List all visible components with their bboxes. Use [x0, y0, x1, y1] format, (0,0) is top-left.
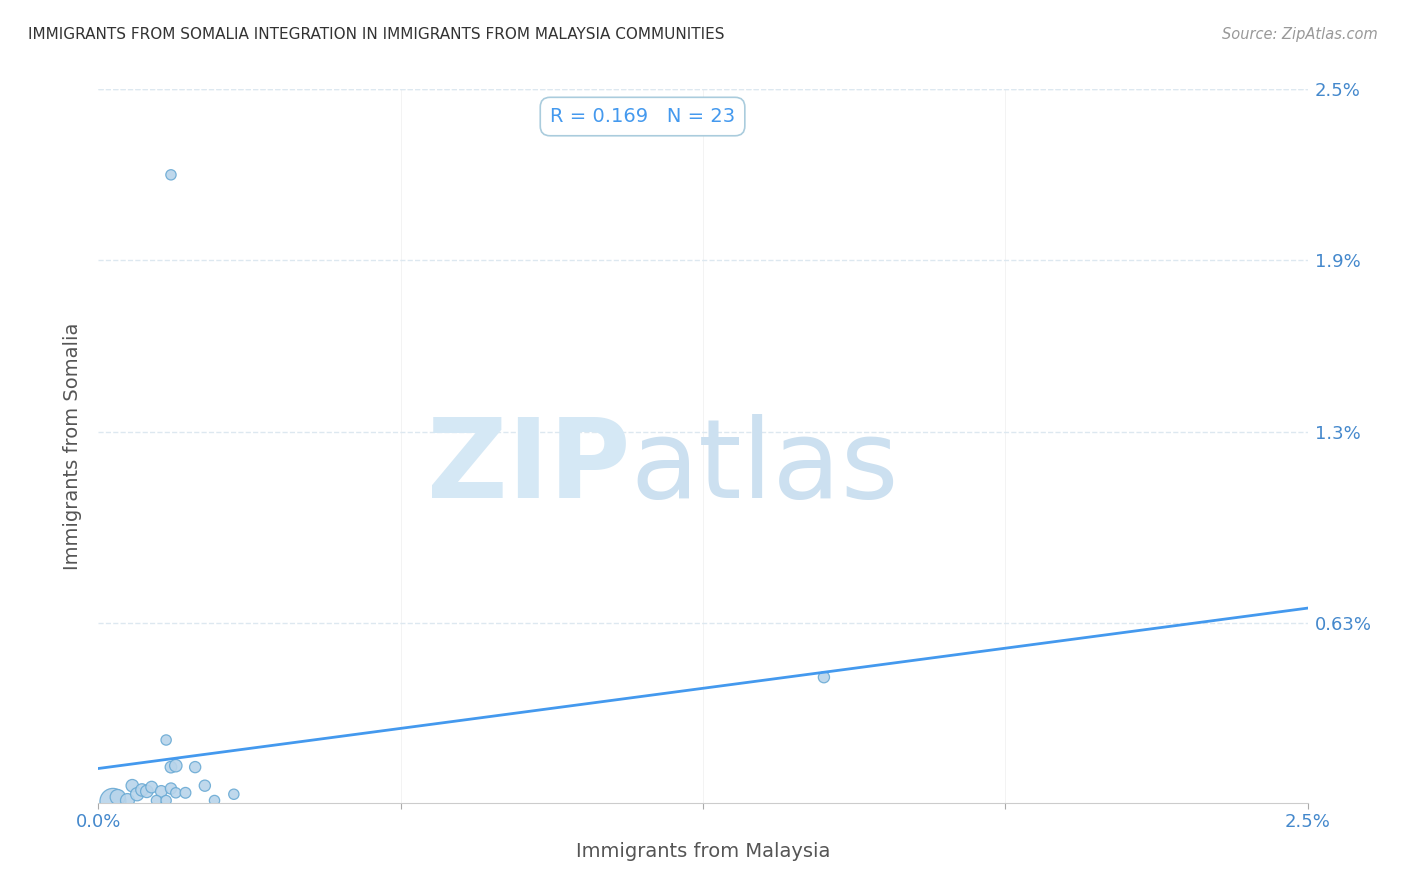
Text: ZIP: ZIP [427, 414, 630, 521]
X-axis label: Immigrants from Malaysia: Immigrants from Malaysia [576, 842, 830, 862]
Point [194, 779, 217, 793]
Point [160, 781, 183, 796]
Point [165, 786, 187, 800]
Point [155, 733, 177, 747]
Text: IMMIGRANTS FROM SOMALIA INTEGRATION IN IMMIGRANTS FROM MALAYSIA COMMUNITIES: IMMIGRANTS FROM SOMALIA INTEGRATION IN I… [28, 27, 724, 42]
Point [117, 793, 139, 807]
Point [107, 790, 129, 805]
Point [127, 787, 149, 801]
Point [135, 784, 157, 798]
Point [160, 760, 183, 774]
Point [141, 780, 163, 794]
Point [101, 794, 124, 808]
Point [222, 787, 245, 801]
Y-axis label: Immigrants from Somalia: Immigrants from Somalia [63, 322, 83, 570]
Point [204, 793, 226, 807]
Point [155, 793, 177, 807]
Point [184, 760, 207, 774]
Point [121, 779, 143, 793]
Text: Source: ZipAtlas.com: Source: ZipAtlas.com [1222, 27, 1378, 42]
Point [174, 786, 197, 800]
Point [160, 168, 183, 182]
Point [813, 670, 835, 684]
Point [165, 758, 187, 772]
Point [145, 793, 167, 807]
Text: atlas: atlas [630, 414, 898, 521]
Text: R = 0.169   N = 23: R = 0.169 N = 23 [550, 107, 735, 126]
Point [131, 783, 153, 797]
Point [150, 784, 173, 798]
